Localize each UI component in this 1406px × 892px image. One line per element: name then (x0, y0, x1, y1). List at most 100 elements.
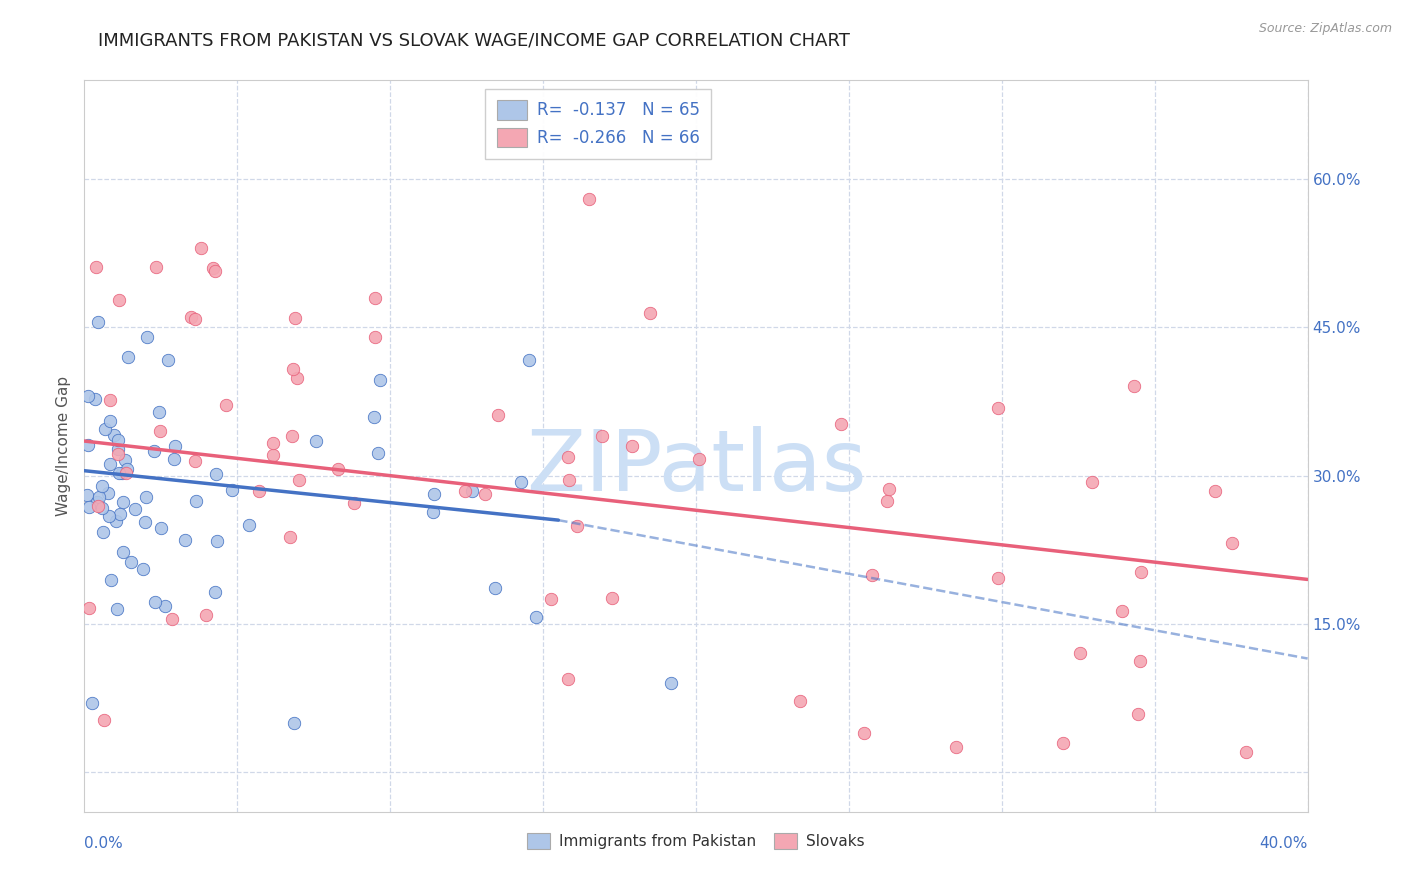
Point (100, 573, 122, 587)
Point (540, 591, 562, 606)
Point (987, 401, 1010, 415)
Point (510, 475, 533, 490)
Point (853, 725, 876, 739)
Point (114, 453, 136, 467)
Point (98, 508, 121, 523)
Point (600, 591, 623, 606)
Point (162, 612, 184, 626)
Point (368, 373, 391, 387)
Point (281, 429, 304, 443)
Point (578, 192, 600, 206)
Point (280, 530, 302, 544)
Point (557, 672, 579, 686)
Point (115, 462, 138, 476)
Point (143, 595, 166, 609)
Text: IMMIGRANTS FROM PAKISTAN VS SLOVAK WAGE/INCOME GAP CORRELATION CHART: IMMIGRANTS FROM PAKISTAN VS SLOVAK WAGE/… (98, 31, 851, 49)
Point (661, 676, 683, 690)
Point (364, 330, 387, 344)
Point (156, 353, 179, 368)
Point (461, 484, 484, 499)
Point (1123, 378, 1146, 392)
Point (111, 494, 134, 508)
Point (120, 555, 142, 569)
Point (86, 315, 108, 329)
Point (638, 305, 661, 319)
Point (180, 310, 202, 324)
Point (163, 439, 186, 453)
Point (145, 260, 167, 274)
Point (98, 458, 121, 472)
Point (830, 417, 852, 431)
Point (205, 534, 228, 549)
Point (143, 443, 166, 458)
Point (454, 483, 477, 498)
Point (879, 482, 901, 496)
Point (214, 398, 236, 412)
Point (422, 505, 444, 519)
Point (93, 713, 115, 727)
Point (288, 473, 311, 487)
Point (84, 392, 107, 406)
Point (91, 525, 114, 540)
Point (283, 361, 305, 376)
Point (474, 487, 496, 501)
Point (77, 438, 100, 452)
Point (124, 501, 146, 516)
Point (262, 448, 284, 462)
Point (876, 493, 898, 508)
Point (117, 350, 139, 364)
Point (524, 610, 547, 624)
Point (204, 263, 226, 277)
Point (77, 500, 100, 515)
Point (111, 545, 134, 559)
Point (91, 479, 114, 493)
Point (363, 410, 385, 425)
Point (283, 715, 305, 730)
Point (249, 484, 271, 499)
Point (90, 501, 112, 516)
Point (1126, 706, 1149, 721)
Point (367, 446, 389, 460)
Point (945, 740, 967, 755)
Point (107, 446, 129, 460)
Point (110, 466, 132, 480)
Point (186, 494, 208, 508)
Point (183, 311, 205, 326)
Point (621, 439, 644, 453)
Point (1111, 604, 1133, 618)
Point (149, 424, 172, 438)
Point (304, 434, 326, 448)
Point (1236, 746, 1258, 760)
Point (84, 260, 107, 274)
Y-axis label: Wage/Income Gap: Wage/Income Gap (56, 376, 72, 516)
Point (1129, 565, 1152, 579)
Point (343, 495, 366, 509)
Point (558, 474, 581, 488)
Point (262, 436, 284, 450)
Point (1220, 536, 1243, 550)
Point (153, 599, 176, 613)
Point (97, 486, 120, 500)
Point (194, 608, 217, 623)
Point (94, 422, 117, 436)
Point (1129, 655, 1152, 669)
Point (173, 533, 195, 547)
Point (98, 392, 121, 407)
Point (149, 521, 172, 535)
Text: Source: ZipAtlas.com: Source: ZipAtlas.com (1258, 22, 1392, 36)
Point (591, 429, 613, 443)
Point (201, 261, 224, 276)
Point (163, 452, 186, 467)
Point (517, 353, 540, 368)
Point (205, 467, 228, 481)
Point (107, 442, 129, 456)
Legend: Immigrants from Pakistan, Slovaks: Immigrants from Pakistan, Slovaks (520, 827, 872, 855)
Point (1069, 646, 1091, 660)
Point (79, 601, 101, 615)
Point (108, 293, 131, 307)
Point (860, 567, 883, 582)
Point (87, 500, 110, 514)
Point (107, 433, 129, 447)
Point (567, 519, 589, 533)
Point (98, 414, 121, 428)
